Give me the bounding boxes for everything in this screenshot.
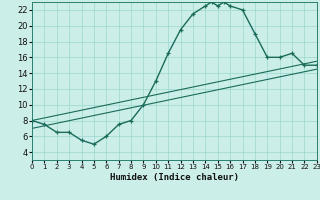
X-axis label: Humidex (Indice chaleur): Humidex (Indice chaleur) xyxy=(110,173,239,182)
